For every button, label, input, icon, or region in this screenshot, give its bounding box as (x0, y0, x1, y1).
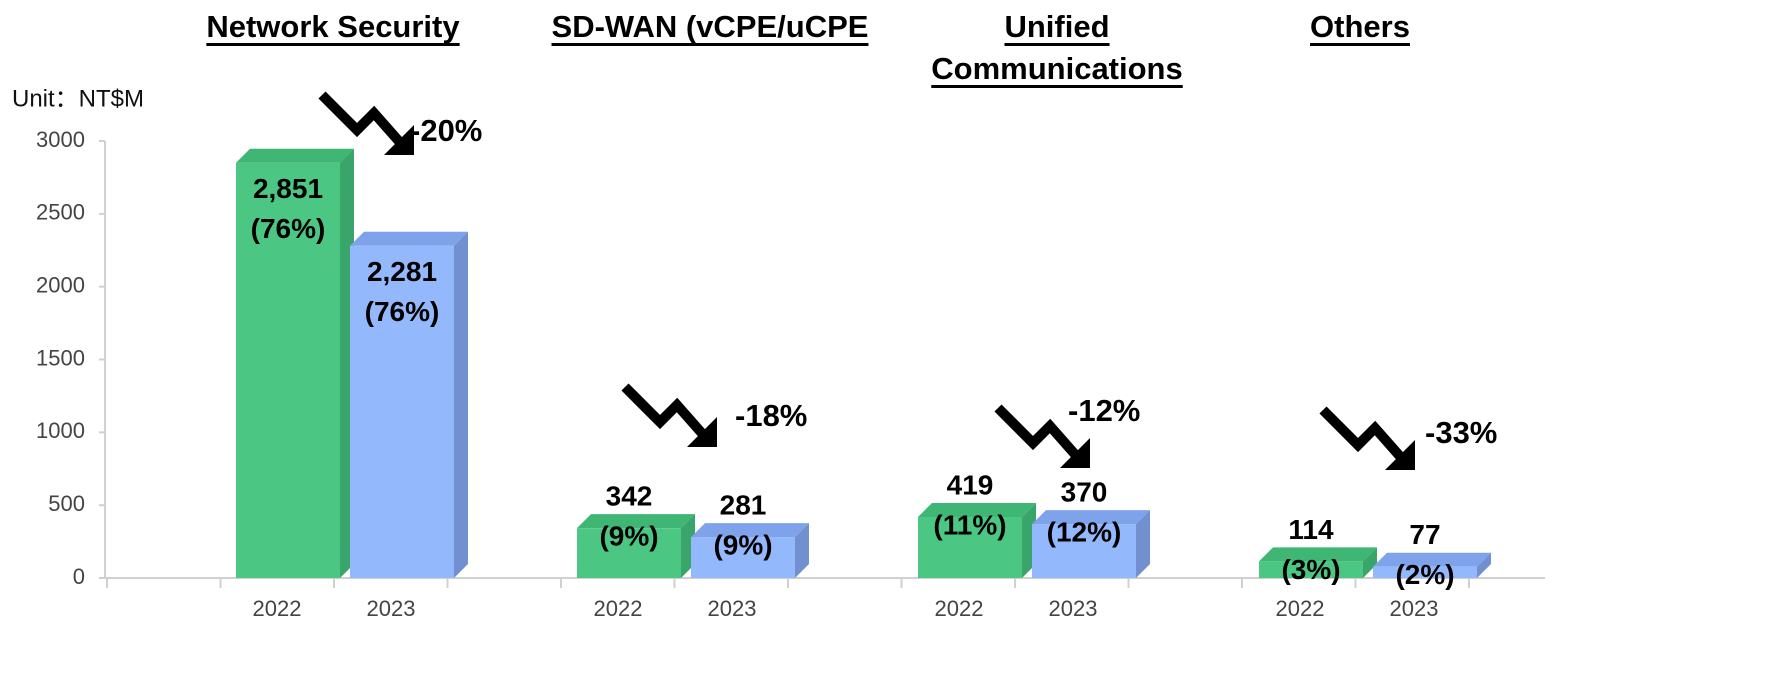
value-label: 2,281 (367, 256, 437, 287)
trend-arrow-head (1060, 438, 1090, 468)
trend-arrow (621, 383, 711, 443)
y-tick-label: 1500 (36, 345, 85, 370)
y-tick-label: 0 (73, 564, 85, 589)
bar-top (350, 231, 468, 246)
x-tick-label: 2023 (367, 596, 416, 621)
bar-top (1259, 547, 1377, 562)
bar (236, 162, 340, 578)
bar (918, 516, 1022, 578)
bar-top (236, 148, 354, 163)
bar (1373, 566, 1477, 578)
bar-top (1032, 510, 1150, 525)
share-label: (2%) (1395, 559, 1454, 590)
value-label: 2,851 (253, 173, 323, 204)
share-label: (76%) (251, 213, 326, 244)
value-label: 370 (1061, 476, 1108, 507)
bar-side (1136, 510, 1150, 578)
change-label: -12% (1068, 393, 1140, 428)
trend-arrow (994, 404, 1084, 464)
bar (1259, 561, 1363, 578)
bar-side (795, 523, 809, 578)
x-tick-label: 2022 (594, 596, 643, 621)
x-tick-label: 2023 (1049, 596, 1098, 621)
bar (691, 537, 795, 578)
value-label: 419 (947, 469, 994, 500)
x-tick-label: 2022 (1276, 596, 1325, 621)
bar (1032, 524, 1136, 578)
y-tick-label: 2000 (36, 272, 85, 297)
y-tick-label: 2500 (36, 200, 85, 225)
share-label: (76%) (365, 296, 440, 327)
group-title: SD-WAN (vCPE/uCPE (551, 9, 869, 44)
share-label: (11%) (933, 509, 1006, 540)
bar-top (691, 523, 809, 538)
x-tick-label: 2023 (1390, 596, 1439, 621)
bar (350, 245, 454, 579)
x-tick-label: 2022 (253, 596, 302, 621)
bar-top (918, 502, 1036, 517)
bar-side (1477, 552, 1491, 578)
group-title: Unified Communications (931, 9, 1183, 86)
trend-arrow (318, 91, 408, 151)
change-label: -20% (410, 113, 482, 148)
group-title: Network Security (206, 9, 460, 44)
share-label: (9%) (599, 521, 658, 552)
y-tick-label: 1000 (36, 418, 85, 443)
x-tick-label: 2022 (935, 596, 984, 621)
bar-side (454, 231, 468, 579)
change-label: -33% (1425, 415, 1497, 450)
trend-arrow-head (1385, 440, 1415, 470)
share-label: (3%) (1281, 554, 1340, 585)
x-tick-label: 2023 (708, 596, 757, 621)
value-label: 114 (1288, 514, 1334, 545)
share-label: (9%) (713, 529, 772, 560)
value-label: 342 (606, 481, 653, 512)
share-label: (12%) (1047, 516, 1122, 547)
y-tick-label: 3000 (36, 127, 85, 152)
trend-arrow (1319, 406, 1409, 466)
trend-arrow-head (687, 417, 717, 447)
bar-top (1373, 552, 1491, 567)
y-tick-label: 500 (48, 491, 85, 516)
trend-arrow-head (384, 125, 414, 155)
unit-label: Unit：NT$M (12, 85, 144, 112)
bar-side (1363, 547, 1377, 578)
bar (577, 528, 681, 578)
group-title: Others (1310, 9, 1410, 44)
bar-top (577, 514, 695, 529)
value-label: 77 (1409, 519, 1440, 550)
value-label: 281 (720, 489, 767, 520)
change-label: -18% (735, 398, 807, 433)
